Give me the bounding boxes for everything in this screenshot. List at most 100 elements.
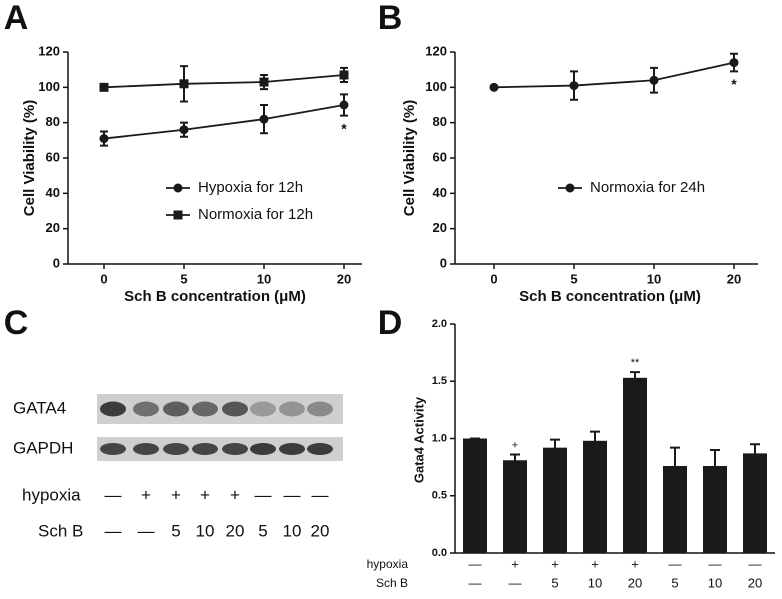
y-tick-label: 20 (46, 220, 60, 235)
condition-value: — (105, 521, 122, 540)
panel-letter: D (378, 304, 403, 342)
point (649, 75, 659, 85)
x-tick-label: 10 (257, 271, 271, 286)
condition-value: — (105, 485, 122, 504)
row-value: 20 (748, 575, 762, 590)
row-value: + (551, 556, 559, 571)
point (339, 70, 349, 80)
error-bar (550, 438, 560, 457)
blot-row-label: GAPDH (13, 438, 73, 457)
point (339, 100, 349, 110)
point (259, 77, 269, 87)
condition-value: 5 (258, 521, 267, 540)
error-bar (590, 430, 600, 451)
blot-band (222, 401, 248, 417)
condition-value: 10 (196, 521, 215, 540)
annotation: + (512, 439, 518, 451)
row-value: + (591, 556, 599, 571)
row-value: — (709, 556, 722, 571)
condition-label: hypoxia (22, 485, 81, 504)
x-axis-label: Sch B concentration (μM) (519, 288, 701, 305)
row-value: — (469, 575, 482, 590)
bar (583, 440, 607, 553)
condition-value: + (141, 485, 151, 504)
row-value: 10 (708, 575, 722, 590)
row-value: + (511, 556, 519, 571)
y-tick-label: 120 (425, 43, 447, 58)
error-bar (510, 453, 520, 467)
y-tick-label: 2.0 (432, 318, 447, 330)
row-value: 20 (628, 575, 642, 590)
blot-band (279, 443, 305, 455)
annotation: * (731, 76, 737, 92)
condition-value: + (200, 485, 210, 504)
error-bar (630, 371, 640, 385)
bar (503, 460, 527, 553)
row-value: 5 (671, 575, 678, 590)
point (99, 134, 109, 144)
legend-marker (173, 210, 183, 220)
legend-marker (565, 183, 575, 193)
y-tick-label: 40 (433, 185, 447, 200)
y-tick-label: 1.0 (432, 432, 447, 444)
x-tick-label: 20 (337, 271, 351, 286)
bar (543, 447, 567, 553)
point (569, 81, 579, 91)
y-tick-label: 100 (38, 79, 60, 94)
point (729, 58, 739, 68)
x-tick-label: 20 (727, 271, 741, 286)
row-value: — (749, 556, 762, 571)
row-value: — (669, 556, 682, 571)
point (179, 79, 189, 89)
row-value: 10 (588, 575, 602, 590)
legend-marker (173, 183, 183, 193)
condition-value: 5 (171, 521, 180, 540)
condition-value: — (312, 485, 329, 504)
condition-value: 10 (283, 521, 302, 540)
blot-band (192, 443, 218, 455)
panel-letter: A (4, 0, 29, 37)
condition-value: 20 (311, 521, 330, 540)
y-tick-label: 0.0 (432, 547, 447, 559)
y-tick-label: 0.5 (432, 490, 447, 502)
blot-band (163, 401, 189, 417)
legend-label: Hypoxia for 12h (198, 179, 303, 196)
y-tick-label: 1.5 (432, 375, 447, 387)
y-tick-label: 120 (38, 43, 60, 58)
row-value: — (469, 556, 482, 571)
legend-label: Normoxia for 24h (590, 179, 705, 196)
point (489, 82, 499, 92)
x-tick-label: 0 (100, 271, 107, 286)
y-tick-label: 100 (425, 79, 447, 94)
blot-band (250, 401, 276, 417)
y-tick-label: 20 (433, 220, 447, 235)
row-label: hypoxia (367, 557, 409, 571)
x-tick-label: 10 (647, 271, 661, 286)
blot-band (222, 443, 248, 455)
y-axis-label: Cell Viability (%) (401, 100, 418, 216)
blot-band (250, 443, 276, 455)
y-tick-label: 40 (46, 185, 60, 200)
y-axis-label: Cell Viability (%) (21, 100, 38, 216)
blot-band (307, 401, 333, 417)
condition-label: Sch B (38, 521, 83, 540)
y-tick-label: 60 (46, 149, 60, 164)
panel-letter: B (378, 0, 403, 37)
error-bar (670, 446, 680, 486)
blot-band (100, 401, 126, 417)
blot-band (163, 443, 189, 455)
point (99, 82, 109, 92)
series-line (493, 61, 735, 89)
panel-letter: C (4, 304, 29, 342)
blot-band (307, 443, 333, 455)
row-value: + (631, 556, 639, 571)
blot-band (100, 443, 126, 455)
series-line (103, 104, 345, 140)
x-tick-label: 0 (490, 271, 497, 286)
blot-row-label: GATA4 (13, 398, 66, 417)
error-bar (710, 448, 720, 484)
bar (463, 438, 487, 553)
y-tick-label: 80 (46, 114, 60, 129)
